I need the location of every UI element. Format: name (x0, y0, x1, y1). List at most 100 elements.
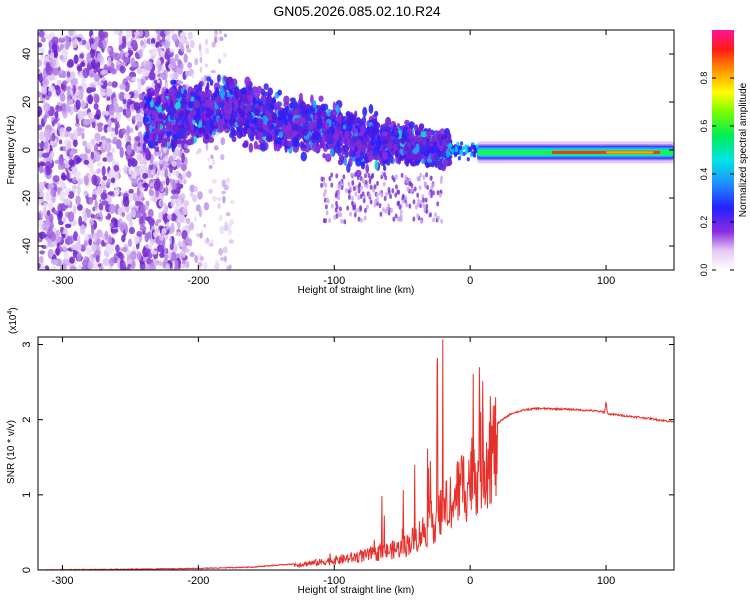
heatmap-cell (169, 112, 175, 121)
heatmap-cell (173, 113, 179, 120)
heatmap-cell (80, 265, 88, 270)
heatmap-cell (423, 207, 427, 213)
heatmap-cell (38, 142, 41, 148)
heatmap-cell (387, 143, 393, 149)
heatmap-cell (72, 84, 77, 94)
heatmap-cell (75, 99, 81, 111)
heatmap-cell (55, 104, 60, 111)
heatmap-cell (358, 182, 362, 188)
heatmap-cell (404, 174, 408, 180)
heatmap-cell (110, 228, 119, 234)
heatmap-cell (275, 137, 282, 147)
heatmap-cell (45, 33, 53, 40)
heatmap-cell (227, 227, 232, 236)
bottom-x-axis-label: Height of straight line (km) (298, 585, 415, 596)
heatmap-cell (320, 103, 326, 112)
heatmap-cell (47, 90, 53, 98)
heatmap-cell (199, 232, 203, 239)
heatmap-cell (418, 185, 422, 191)
heatmap-cell (405, 178, 409, 184)
bottom-y-axis-label: SNR (10 * v/v) (6, 420, 17, 484)
heatmap-cell (59, 190, 66, 202)
heatmap-cell (148, 71, 156, 81)
heatmap-cell (225, 211, 231, 217)
heatmap-cell (100, 79, 108, 89)
heatmap-cell (127, 238, 133, 248)
heatmap-cell (382, 207, 385, 213)
figure-title: GN05.2026.085.02.10.R24 (273, 3, 441, 19)
heatmap-cell (382, 151, 388, 160)
heatmap-cell (92, 262, 99, 269)
heatmap-cell (69, 256, 75, 264)
heatmap-cell (134, 234, 140, 245)
heatmap-cell (276, 120, 282, 128)
heatmap-cell (210, 154, 214, 159)
heatmap-cell (145, 205, 149, 210)
heatmap-cell (186, 48, 192, 53)
heatmap-cell (433, 160, 440, 166)
heatmap-cell (150, 174, 154, 179)
heatmap-cell (316, 109, 322, 118)
heatmap-cell (41, 36, 46, 43)
heatmap-cell (76, 178, 84, 186)
heatmap-cell (38, 181, 45, 193)
heatmap-cell (312, 100, 317, 109)
heatmap-cell (42, 221, 49, 231)
heatmap-cell (185, 217, 191, 224)
heatmap-cell (106, 151, 114, 163)
heatmap-cell (410, 161, 417, 167)
heatmap-cell (59, 226, 64, 234)
heatmap-cell (339, 154, 345, 163)
heatmap-cell (38, 42, 43, 48)
heatmap-cell (233, 86, 238, 96)
heatmap-cell (237, 99, 241, 106)
top-y-tick-label: -40 (21, 238, 33, 254)
heatmap-cell (82, 140, 88, 147)
heatmap-cell (154, 145, 160, 153)
heatmap-cell (265, 134, 273, 143)
heatmap-cell (107, 56, 112, 67)
heatmap-cell (394, 149, 400, 159)
heatmap-cell (150, 91, 155, 97)
heatmap-cell (397, 156, 402, 165)
heatmap-cell (359, 150, 365, 160)
heatmap-cell (239, 101, 245, 112)
heatmap-cell (300, 101, 307, 110)
heatmap-cell (233, 105, 238, 112)
heatmap-cell (260, 142, 267, 152)
heatmap-cell (143, 30, 150, 38)
heatmap-cell (108, 203, 116, 214)
heatmap-cell (150, 50, 154, 57)
heatmap-cell (92, 194, 97, 201)
heatmap-cell (163, 254, 169, 261)
heatmap-cell (467, 146, 471, 152)
heatmap-cell (370, 174, 374, 180)
heatmap-cell (104, 141, 112, 153)
heatmap-cell (416, 192, 420, 198)
heatmap-cell (335, 142, 342, 148)
heatmap-cell (176, 160, 182, 168)
heatmap-cell (422, 203, 426, 209)
heatmap-cell (163, 202, 167, 212)
heatmap-cell (50, 265, 58, 270)
heatmap-cell (190, 136, 194, 145)
heatmap-cell (277, 89, 283, 96)
heatmap-cell (246, 89, 252, 96)
heatmap-cell (387, 127, 392, 137)
heatmap-cell (223, 255, 227, 263)
heatmap-cell (240, 87, 247, 95)
heatmap-cell (394, 192, 398, 198)
heatmap-cell (174, 102, 181, 110)
heatmap-cell (130, 39, 138, 49)
heatmap-cell (230, 117, 237, 123)
heatmap-cell (93, 103, 99, 110)
heatmap-cell (211, 158, 216, 166)
heatmap-cell (158, 113, 163, 119)
heatmap-cell (52, 210, 59, 215)
heatmap-cell (264, 99, 271, 108)
heatmap-cell (164, 30, 171, 36)
heatmap-cell (61, 232, 66, 239)
heatmap-cell (58, 155, 64, 166)
heatmap-cell (392, 216, 396, 222)
heatmap-cell (391, 188, 395, 194)
